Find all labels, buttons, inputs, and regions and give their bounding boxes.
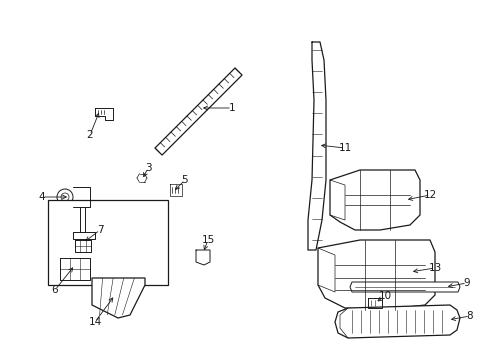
Text: 2: 2 [86,130,93,140]
Text: 15: 15 [201,235,214,245]
Text: 11: 11 [338,143,351,153]
Polygon shape [329,170,419,230]
Text: 9: 9 [463,278,469,288]
Text: 6: 6 [52,285,58,295]
Polygon shape [92,278,145,318]
Polygon shape [317,240,434,310]
Polygon shape [155,68,242,155]
Text: 13: 13 [427,263,441,273]
Text: 4: 4 [39,192,45,202]
Bar [48,200,168,285]
Text: 5: 5 [182,175,188,185]
Polygon shape [334,305,459,338]
Text: 3: 3 [144,163,151,173]
Text: 14: 14 [88,317,102,327]
Text: 8: 8 [466,311,472,321]
Polygon shape [349,282,459,292]
Text: 10: 10 [378,291,391,301]
Text: 7: 7 [97,225,103,235]
Text: 1: 1 [228,103,235,113]
Text: 12: 12 [423,190,436,200]
